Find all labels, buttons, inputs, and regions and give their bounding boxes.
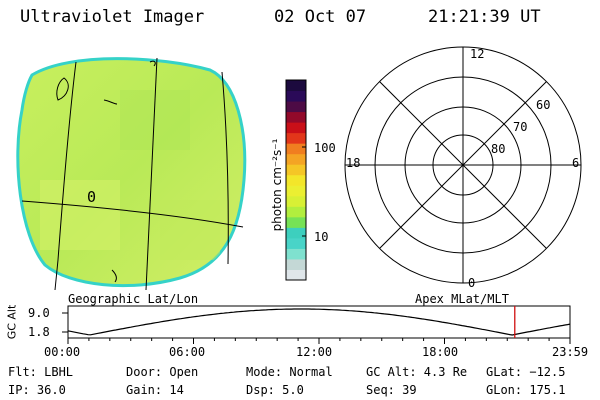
status-mode: Mode: Normal <box>246 365 333 379</box>
colorbar-segment <box>286 174 306 186</box>
geographic-image <box>16 57 247 291</box>
mlat-label-70: 70 <box>513 120 528 134</box>
altitude-curve <box>67 308 571 336</box>
colorbar-segment <box>286 206 306 218</box>
colorbar-segment <box>286 237 306 249</box>
colorbar-segment <box>286 248 306 260</box>
status-gc-alt: GC Alt: 4.3 Re <box>366 365 468 379</box>
colorbar-segment <box>286 111 306 123</box>
mlat-label-60: 60 <box>536 98 551 112</box>
colorbar-unit-label: photon cm⁻²s⁻¹ <box>270 138 284 232</box>
colorbar-segment <box>286 185 306 197</box>
geo-glyph: 0 <box>87 188 96 206</box>
colorbar-segment <box>286 153 306 165</box>
colorbar-segment <box>286 132 306 144</box>
status-gain: Gain: 14 <box>126 383 184 397</box>
status-filter: Flt: LBHL <box>8 365 74 379</box>
image-texture <box>40 90 220 260</box>
status-glat: GLat: −12.5 <box>486 365 566 379</box>
polar-diagonal-2 <box>379 81 547 249</box>
mlt-label-0: 0 <box>468 276 476 290</box>
apex-caption: Apex MLat/MLT <box>415 292 509 306</box>
altitude-ylabel: GC Alt <box>5 304 19 340</box>
colorbar-segment <box>286 216 306 228</box>
status-dsp: Dsp: 5.0 <box>246 383 304 397</box>
colorbar-segment <box>286 90 306 102</box>
altitude-x-ticks <box>67 338 571 344</box>
colorbar-segment <box>286 143 306 155</box>
lat-lon-grid <box>21 57 244 291</box>
colorbar-ticks <box>302 146 306 237</box>
altitude-xtick-12: 12:00 <box>296 345 333 359</box>
altitude-ytick-1-8: 1.8 <box>28 325 50 339</box>
altitude-xtick-00: 00:00 <box>44 345 81 359</box>
mlat-label-80: 80 <box>491 142 506 156</box>
colorbar-tick-100: 100 <box>314 141 336 155</box>
colorbar-segment <box>286 269 306 281</box>
instrument-title: Ultraviolet Imager <box>20 7 205 27</box>
status-door: Door: Open <box>126 365 199 379</box>
status-seq: Seq: 39 <box>366 383 417 397</box>
colorbar <box>286 80 306 281</box>
colorbar-segment <box>286 258 306 270</box>
mlt-label-12: 12 <box>470 47 485 61</box>
mlt-label-18: 18 <box>346 156 361 170</box>
colorbar-segment <box>286 195 306 207</box>
altitude-ytick-9: 9.0 <box>28 306 50 320</box>
altitude-xtick-2359: 23:59 <box>552 345 589 359</box>
colorbar-segment <box>286 80 306 92</box>
mlt-label-6: 6 <box>572 156 580 170</box>
colorbar-segment <box>286 122 306 134</box>
altitude-frame <box>67 305 571 339</box>
altitude-xtick-18: 18:00 <box>422 345 459 359</box>
colorbar-segment <box>286 164 306 176</box>
colorbar-tick-10: 10 <box>314 230 329 244</box>
status-ip: IP: 36.0 <box>8 383 66 397</box>
altitude-plot <box>62 305 571 344</box>
colorbar-segment <box>286 101 306 113</box>
polar-plot <box>344 46 582 284</box>
observation-time: 21:21:39 UT <box>428 7 541 27</box>
geographic-caption: Geographic Lat/Lon <box>68 292 199 306</box>
colorbar-segment <box>286 227 306 239</box>
altitude-xtick-06: 06:00 <box>169 345 206 359</box>
colorbar-frame <box>285 79 307 281</box>
altitude-y-ticks <box>62 312 68 333</box>
observation-date: 02 Oct 07 <box>274 7 367 27</box>
status-glon: GLon: 175.1 <box>486 383 566 397</box>
